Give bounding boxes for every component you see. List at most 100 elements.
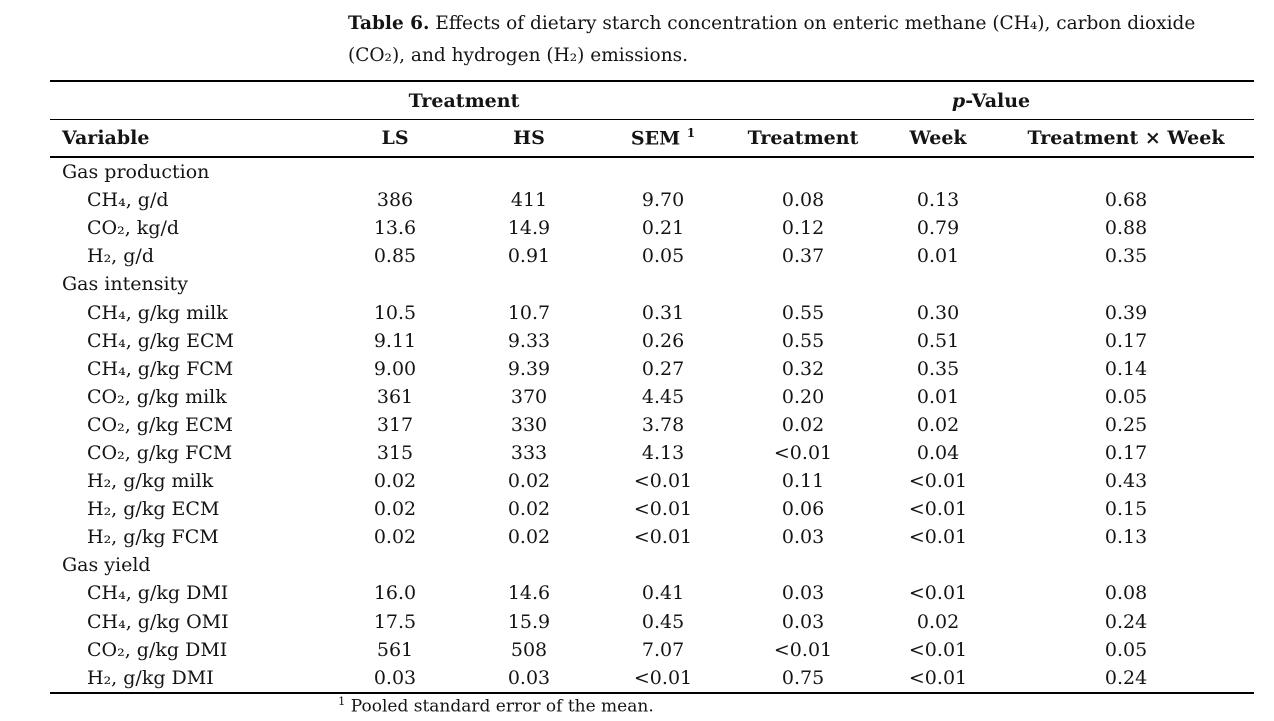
cell-p-treatment: 0.55 (781, 301, 825, 324)
table-row: Gas yield (50, 551, 1254, 579)
cell-hs: 9.33 (507, 329, 551, 352)
table-row: CH₄, g/kg DMI 16.0 14.6 0.41 0.03 <0.01 … (50, 579, 1254, 607)
cell-p-week (878, 551, 998, 579)
table-row: Gas production (50, 157, 1254, 186)
caption-label: Table 6. (348, 13, 430, 34)
group-header-row: Treatment p-Value (50, 81, 1255, 120)
col-header-hs: HS (460, 119, 599, 158)
cell-p-treatment: 0.06 (781, 498, 825, 521)
cell-p-treatment: 0.08 (781, 189, 825, 212)
cell-hs: 508 (510, 638, 548, 661)
cell-p-interaction: 0.15 (1104, 498, 1148, 521)
group-header-pvalue: p-Value (728, 81, 1255, 120)
cell-sem: 4.13 (641, 441, 685, 464)
row-label-cell: CH₄, g/kg ECM (87, 329, 234, 352)
cell-p-interaction (998, 270, 1254, 298)
table-row: Gas intensity (50, 270, 1254, 298)
cell-ls: 16.0 (373, 582, 417, 605)
group-header-spacer-left (50, 81, 330, 120)
col-header-week: Week (878, 119, 999, 158)
cell-p-treatment: <0.01 (773, 441, 833, 464)
table-row: H₂, g/kg milk 0.02 0.02 <0.01 0.11 <0.01… (50, 467, 1254, 495)
table-row: H₂, g/d 0.85 0.91 0.05 0.37 0.01 0.35 (50, 242, 1254, 270)
cell-hs: 15.9 (507, 610, 551, 633)
cell-hs: 0.91 (507, 245, 551, 268)
cell-p-week: 0.13 (916, 189, 960, 212)
cell-p-treatment: 0.02 (781, 413, 825, 436)
cell-p-interaction: 0.43 (1104, 470, 1148, 493)
footnote-marker: 1 (338, 694, 346, 708)
cell-p-interaction (998, 157, 1254, 186)
cell-p-interaction: 0.08 (1104, 582, 1148, 605)
cell-ls (330, 270, 460, 298)
cell-hs (460, 157, 598, 186)
row-label-cell: Gas production (62, 161, 210, 184)
cell-hs (460, 551, 598, 579)
cell-p-treatment: 0.37 (781, 245, 825, 268)
cell-p-treatment (728, 270, 878, 298)
cell-p-treatment: 0.03 (781, 582, 825, 605)
cell-p-interaction: 0.05 (1104, 638, 1148, 661)
cell-p-interaction: 0.68 (1104, 189, 1148, 212)
table-row: H₂, g/kg FCM 0.02 0.02 <0.01 0.03 <0.01 … (50, 523, 1254, 551)
cell-p-treatment: 0.11 (781, 470, 825, 493)
cell-ls: 17.5 (373, 610, 417, 633)
col-header-sem: SEM 1 (598, 119, 729, 158)
cell-p-interaction (998, 551, 1254, 579)
cell-p-treatment: <0.01 (773, 638, 833, 661)
table-row: CH₄, g/kg ECM 9.11 9.33 0.26 0.55 0.51 0… (50, 327, 1254, 355)
row-label-cell: CO₂, kg/d (87, 217, 180, 240)
group-header-treatment: Treatment (330, 81, 599, 120)
row-label-cell: CO₂, g/kg ECM (87, 413, 233, 436)
cell-p-week (878, 157, 998, 186)
row-label-cell: CH₄, g/kg FCM (87, 357, 234, 380)
cell-p-week: 0.04 (916, 441, 960, 464)
cell-ls (330, 551, 460, 579)
cell-p-week: <0.01 (908, 526, 968, 549)
table-body: Gas production CH₄, g/d 386 411 9.70 0.0… (50, 157, 1254, 693)
cell-p-interaction: 0.13 (1104, 526, 1148, 549)
cell-ls: 361 (376, 385, 414, 408)
caption-text: Effects of dietary starch concentration … (348, 13, 1196, 66)
cell-p-week: <0.01 (908, 470, 968, 493)
table-row: CO₂, g/kg DMI 561 508 7.07 <0.01 <0.01 0… (50, 636, 1254, 664)
cell-hs: 14.6 (507, 582, 551, 605)
cell-sem: 0.45 (641, 610, 685, 633)
cell-hs (460, 270, 598, 298)
cell-sem: <0.01 (633, 526, 693, 549)
cell-p-week: 0.30 (916, 301, 960, 324)
cell-p-treatment: 0.03 (781, 526, 825, 549)
cell-hs: 330 (510, 413, 548, 436)
row-label-cell: H₂, g/kg ECM (87, 498, 220, 521)
pvalue-p: p (951, 89, 966, 112)
cell-p-week: 0.35 (916, 357, 960, 380)
cell-p-treatment (728, 157, 878, 186)
cell-p-week: 0.51 (916, 329, 960, 352)
row-label-cell: CH₄, g/kg milk (87, 301, 228, 324)
cell-hs: 10.7 (507, 301, 551, 324)
row-label-cell: H₂, g/kg FCM (87, 526, 219, 549)
cell-ls: 0.03 (373, 666, 417, 689)
cell-p-interaction: 0.14 (1104, 357, 1148, 380)
col-header-variable: Variable (50, 119, 330, 158)
table-row: CO₂, kg/d 13.6 14.9 0.21 0.12 0.79 0.88 (50, 214, 1254, 242)
sem-superscript: 1 (686, 126, 696, 141)
table-row: CO₂, g/kg milk 361 370 4.45 0.20 0.01 0.… (50, 383, 1254, 411)
table-row: H₂, g/kg DMI 0.03 0.03 <0.01 0.75 <0.01 … (50, 664, 1254, 693)
cell-sem: 0.31 (641, 301, 685, 324)
cell-p-interaction: 0.25 (1104, 413, 1148, 436)
cell-ls: 386 (376, 189, 414, 212)
cell-sem: 3.78 (641, 413, 685, 436)
row-label-cell: CH₄, g/kg OMI (87, 610, 229, 633)
cell-p-week: <0.01 (908, 582, 968, 605)
cell-p-treatment: 0.55 (781, 329, 825, 352)
cell-ls: 9.00 (373, 357, 417, 380)
cell-sem: 0.05 (641, 245, 685, 268)
cell-p-treatment (728, 551, 878, 579)
row-label-cell: H₂, g/kg DMI (87, 666, 214, 689)
cell-sem: <0.01 (633, 666, 693, 689)
row-label-cell: H₂, g/kg milk (87, 470, 214, 493)
emissions-table: Treatment p-Value Variable LS HS SEM 1 T… (50, 80, 1255, 694)
table-row: CH₄, g/kg OMI 17.5 15.9 0.45 0.03 0.02 0… (50, 608, 1254, 636)
cell-p-week: 0.01 (916, 385, 960, 408)
